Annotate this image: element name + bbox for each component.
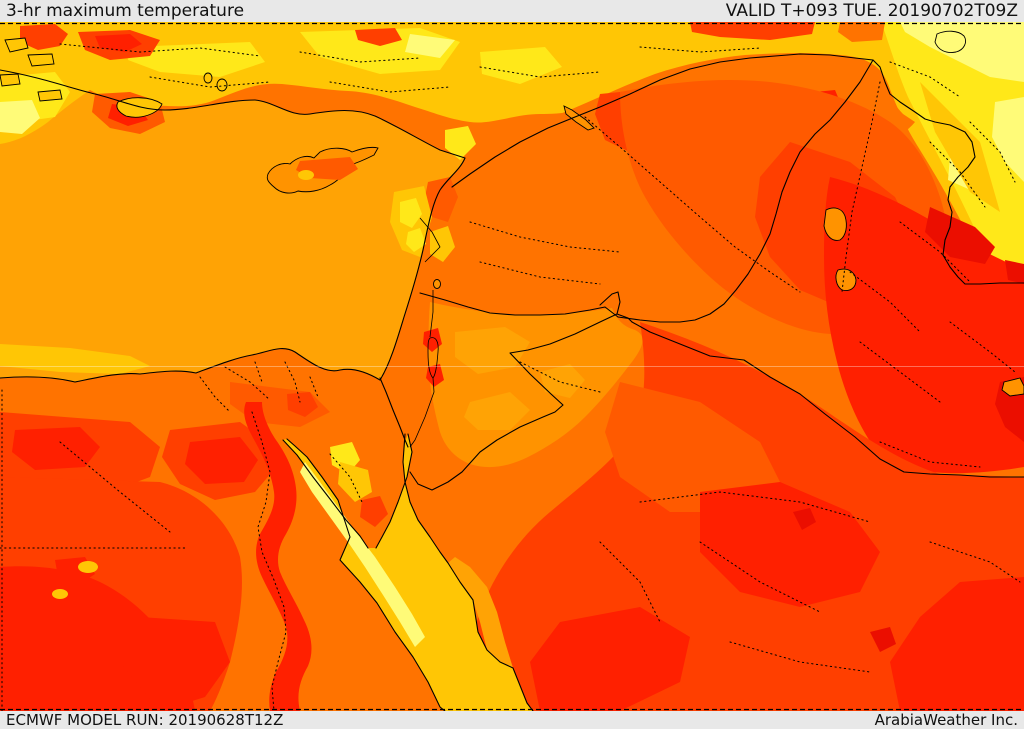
red-sea bbox=[282, 433, 534, 711]
border-syria-iraq bbox=[617, 59, 874, 323]
temperature-map bbox=[0, 22, 1024, 711]
border-iraq-saudi bbox=[631, 321, 1024, 478]
saudi-hot-zone bbox=[450, 322, 1024, 711]
map-title: 3-hr maximum temperature bbox=[6, 0, 245, 21]
model-run-label: ECMWF MODEL RUN: 20190628T12Z bbox=[6, 710, 284, 729]
admin-boundaries bbox=[0, 43, 1021, 711]
country-borders bbox=[379, 53, 1024, 491]
footer-bar: ECMWF MODEL RUN: 20190628T12Z ArabiaWeat… bbox=[0, 711, 1024, 729]
egypt-zone bbox=[0, 344, 388, 711]
coastlines bbox=[0, 69, 466, 383]
border-lebanon bbox=[419, 217, 441, 263]
border-syria-jordan bbox=[419, 292, 619, 318]
lake-assad bbox=[563, 105, 595, 131]
map-frame bbox=[0, 22, 1024, 711]
header-bar: 3-hr maximum temperature VALID T+093 TUE… bbox=[0, 0, 1024, 22]
valid-time-label: VALID T+093 TUE. 20190702T09Z bbox=[725, 0, 1018, 21]
sea-of-galilee bbox=[433, 279, 441, 289]
lake-tharthar bbox=[823, 207, 847, 241]
border-turkey-syria-iraq-iran bbox=[451, 53, 1024, 285]
border-jordan-saudi bbox=[409, 313, 618, 491]
jordan-light-zone bbox=[423, 302, 643, 468]
brand-label: ArabiaWeather Inc. bbox=[874, 710, 1018, 729]
border-egypt-israel bbox=[379, 377, 409, 448]
lake-van bbox=[934, 30, 967, 53]
cyprus-island bbox=[266, 146, 379, 194]
border-jordan-iraq-step bbox=[599, 291, 633, 323]
islands-and-lakes bbox=[0, 30, 1024, 397]
lake-razzaza bbox=[835, 268, 857, 291]
gulf-notch bbox=[1001, 377, 1024, 397]
border-israel-jordan bbox=[409, 290, 435, 448]
levant-patches bbox=[390, 177, 458, 262]
nile-river bbox=[251, 411, 287, 711]
map-canvas bbox=[0, 22, 1024, 711]
tigris-river bbox=[841, 81, 881, 293]
